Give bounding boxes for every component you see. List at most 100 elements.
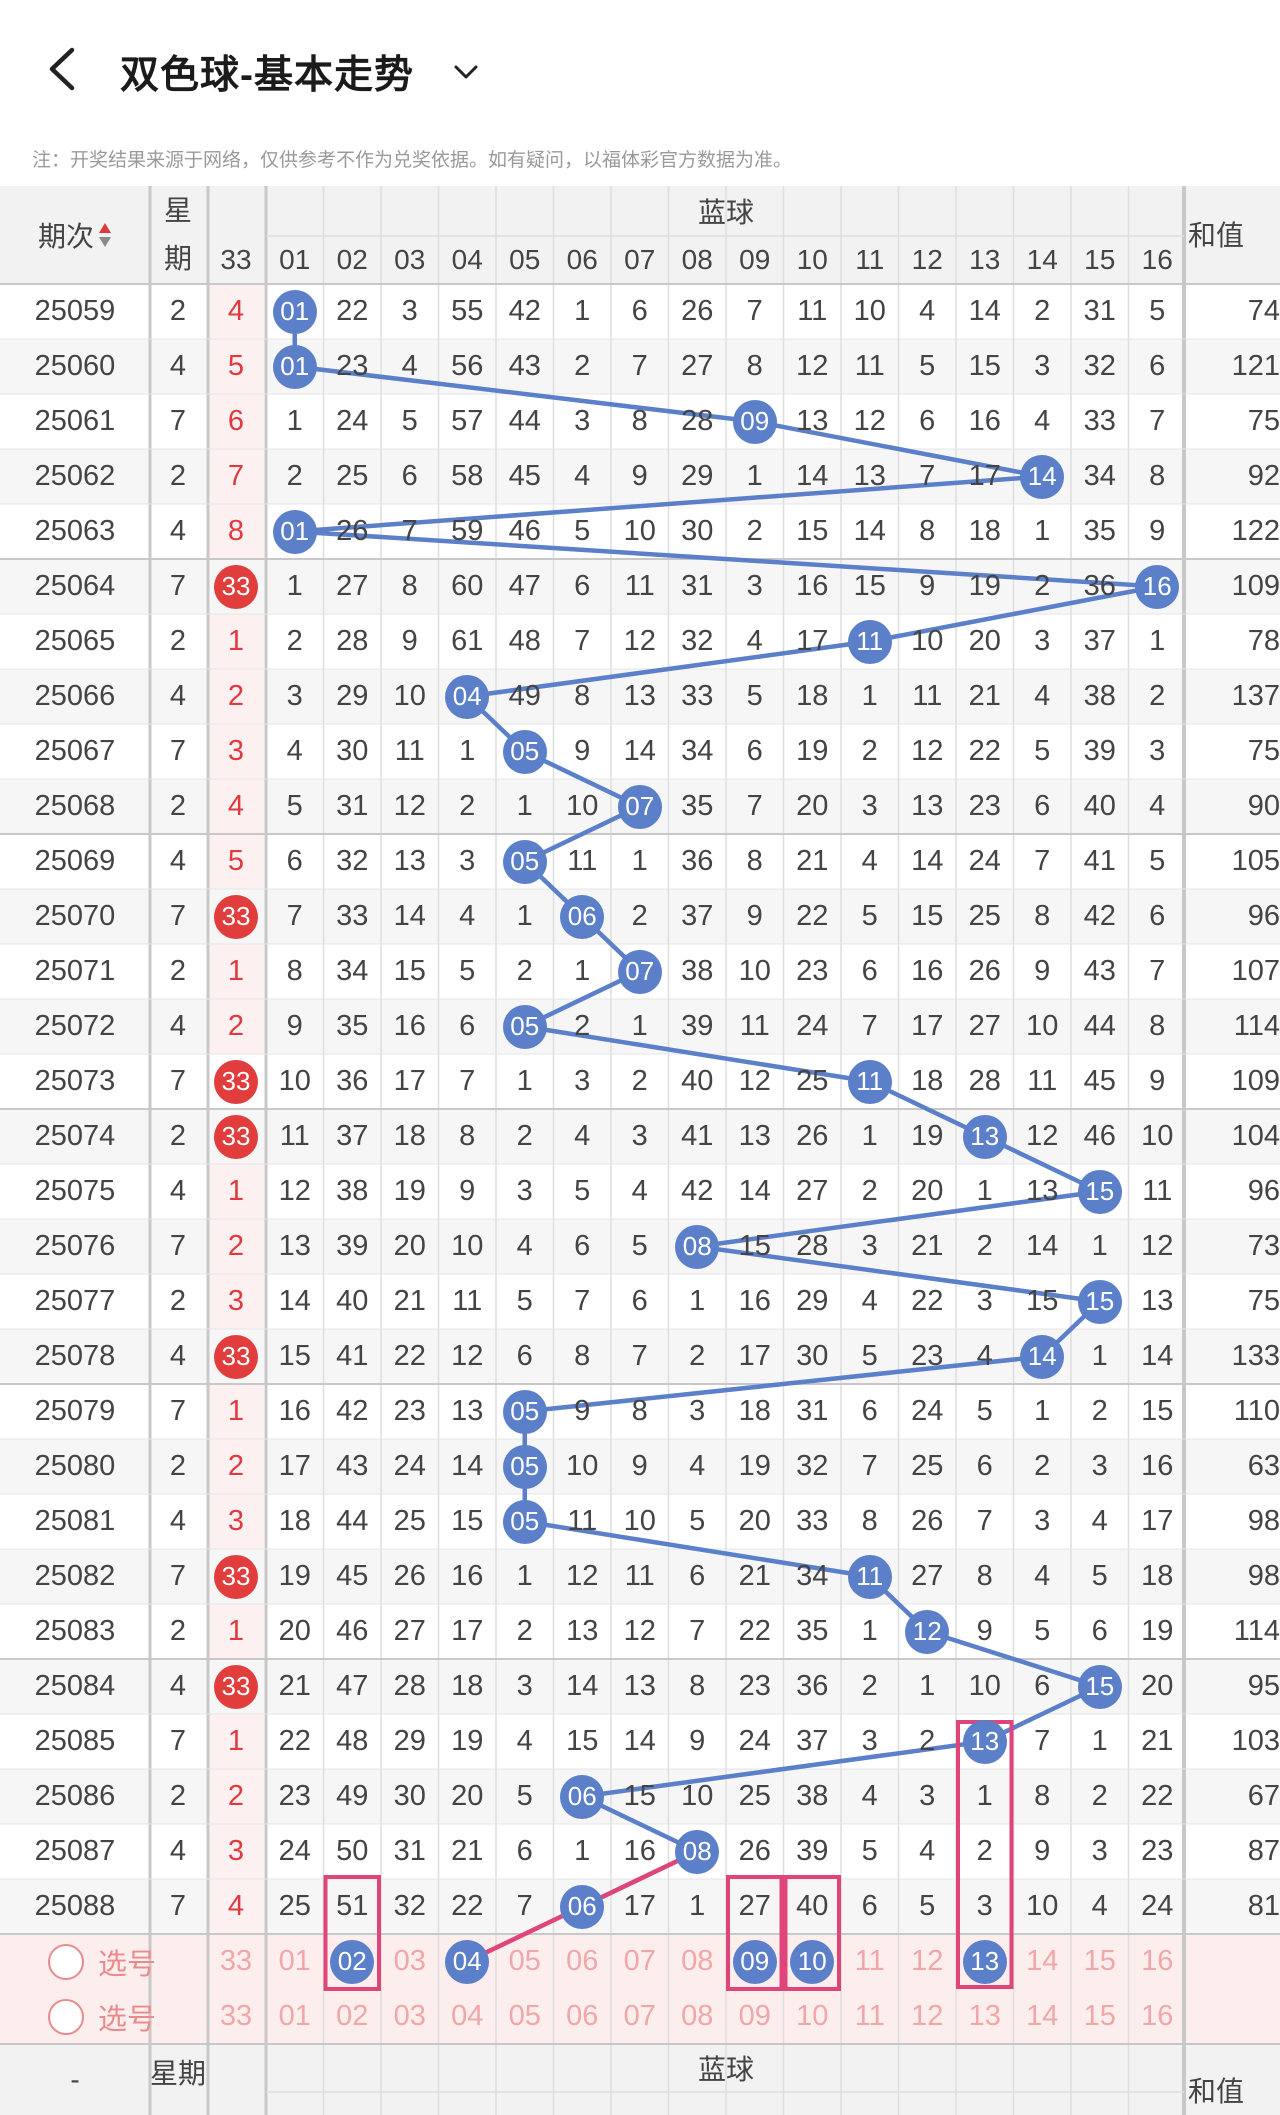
- select-row-toggle[interactable]: 选号: [48, 1989, 156, 2044]
- select-c33-cell[interactable]: 33: [219, 1945, 253, 1977]
- select-blue-cell[interactable]: 14: [1026, 2000, 1059, 2032]
- select-blue-cell[interactable]: 13: [968, 2000, 1001, 2032]
- omission-cell: 8: [689, 1670, 706, 1702]
- selected-blue-ball[interactable]: 09: [732, 1939, 777, 1984]
- omission-cell: 46: [508, 515, 541, 547]
- c33-cell: 1: [227, 1725, 245, 1757]
- select-blue-cell[interactable]: 09: [738, 2000, 771, 2032]
- select-blue-cell[interactable]: 10: [796, 2000, 829, 2032]
- select-blue-cell[interactable]: 03: [393, 2000, 426, 2032]
- back-button[interactable]: [38, 42, 88, 96]
- omission-cell: 18: [278, 1505, 311, 1537]
- omission-cell: 5: [516, 1780, 533, 1812]
- omission-cell: 35: [336, 1010, 369, 1042]
- row-stripe: [0, 889, 1280, 944]
- c33-cell: 1: [227, 625, 245, 657]
- omission-cell: 8: [1034, 900, 1051, 932]
- column-header-blue-08: 08: [681, 244, 713, 275]
- omission-cell: 5: [574, 1175, 591, 1207]
- omission-cell: 27: [393, 1615, 426, 1647]
- select-blue-cell[interactable]: 01: [278, 1945, 311, 1977]
- omission-cell: 1: [516, 790, 533, 822]
- omission-cell: 11: [797, 295, 828, 327]
- select-blue-cell[interactable]: 03: [393, 1945, 426, 1977]
- omission-cell: 2: [516, 955, 533, 987]
- omission-cell: 23: [393, 1395, 426, 1427]
- omission-cell: 5: [689, 1505, 706, 1537]
- omission-cell: 33: [796, 1505, 829, 1537]
- omission-cell: 33: [1083, 405, 1116, 437]
- select-blue-cell[interactable]: 15: [1083, 1945, 1116, 1977]
- select-blue-cell[interactable]: 06: [566, 1945, 599, 1977]
- omission-cell: 2: [746, 515, 763, 547]
- omission-cell: 1: [516, 1065, 533, 1097]
- c33-cell-bg: [208, 724, 264, 779]
- select-blue-cell[interactable]: 02: [336, 2000, 369, 2032]
- select-blue-cell[interactable]: 01: [278, 2000, 311, 2032]
- week-cell: 7: [169, 900, 187, 932]
- omission-cell: 1: [286, 405, 303, 437]
- blue-hit-ball: 05: [502, 839, 547, 884]
- omission-cell: 16: [968, 405, 1001, 437]
- select-blue-cell[interactable]: 08: [681, 2000, 714, 2032]
- omission-cell: 1: [459, 735, 476, 767]
- omission-cell: 44: [1083, 1010, 1116, 1042]
- omission-cell: 19: [451, 1725, 484, 1757]
- selected-blue-ball[interactable]: 13: [962, 1939, 1007, 1984]
- select-c33-cell[interactable]: 33: [219, 2000, 253, 2032]
- omission-cell: 10: [623, 1505, 656, 1537]
- select-blue-cell[interactable]: 06: [566, 2000, 599, 2032]
- omission-cell: 2: [689, 1340, 706, 1372]
- omission-cell: 30: [336, 735, 369, 767]
- omission-cell: 2: [1091, 1395, 1108, 1427]
- omission-cell: 3: [574, 405, 591, 437]
- week-cell: 4: [169, 1505, 187, 1537]
- period-cell: 25059: [34, 295, 116, 327]
- omission-cell: 6: [459, 1010, 476, 1042]
- select-blue-cell[interactable]: 11: [854, 1945, 885, 1977]
- select-row-toggle[interactable]: 选号: [48, 1934, 156, 1989]
- omission-cell: 41: [681, 1120, 714, 1152]
- omission-cell: 1: [919, 1670, 936, 1702]
- select-blue-cell[interactable]: 08: [681, 1945, 714, 1977]
- select-blue-cell[interactable]: 12: [911, 1945, 944, 1977]
- omission-cell: 7: [516, 1890, 533, 1922]
- select-row-label: 选号: [98, 1948, 157, 1981]
- omission-cell: 2: [516, 1615, 533, 1647]
- column-header-period[interactable]: 期次: [0, 186, 150, 284]
- select-blue-cell[interactable]: 15: [1083, 2000, 1116, 2032]
- c33-cell: 6: [227, 405, 245, 437]
- title-dropdown-button[interactable]: [448, 54, 484, 90]
- omission-cell: 22: [738, 1615, 771, 1647]
- select-blue-cell[interactable]: 07: [623, 1945, 656, 1977]
- column-header-blue-07: 07: [624, 244, 656, 275]
- omission-cell: 1: [1091, 1725, 1108, 1757]
- omission-cell: 2: [861, 735, 878, 767]
- select-blue-cell[interactable]: 05: [508, 2000, 541, 2032]
- omission-cell: 22: [968, 735, 1001, 767]
- omission-cell: 10: [738, 955, 771, 987]
- select-blue-cell[interactable]: 05: [508, 1945, 541, 1977]
- sort-icon: [98, 222, 112, 248]
- week-cell: 2: [169, 955, 187, 987]
- omission-cell: 5: [861, 1340, 878, 1372]
- omission-cell: 44: [508, 405, 541, 437]
- select-blue-cell[interactable]: 07: [623, 2000, 656, 2032]
- c33-cell-bg: [208, 834, 264, 889]
- sum-cell: 92: [1247, 460, 1280, 492]
- selected-blue-ball[interactable]: 04: [445, 1939, 490, 1984]
- blue-hit-ball: 05: [502, 1499, 547, 1544]
- omission-cell: 24: [738, 1725, 771, 1757]
- blue-hit-ball: 04: [445, 674, 490, 719]
- selected-blue-ball[interactable]: 10: [790, 1939, 835, 1984]
- selected-blue-ball[interactable]: 02: [330, 1939, 375, 1984]
- omission-cell: 42: [681, 1175, 714, 1207]
- select-blue-cell[interactable]: 11: [854, 2000, 885, 2032]
- select-blue-cell[interactable]: 14: [1026, 1945, 1059, 1977]
- select-blue-cell[interactable]: 16: [1141, 1945, 1174, 1977]
- select-blue-cell[interactable]: 04: [451, 2000, 484, 2032]
- c33-hit-ball: 33: [214, 1059, 258, 1104]
- select-blue-cell[interactable]: 16: [1141, 2000, 1174, 2032]
- select-blue-cell[interactable]: 12: [911, 2000, 944, 2032]
- period-cell: 25074: [34, 1120, 116, 1152]
